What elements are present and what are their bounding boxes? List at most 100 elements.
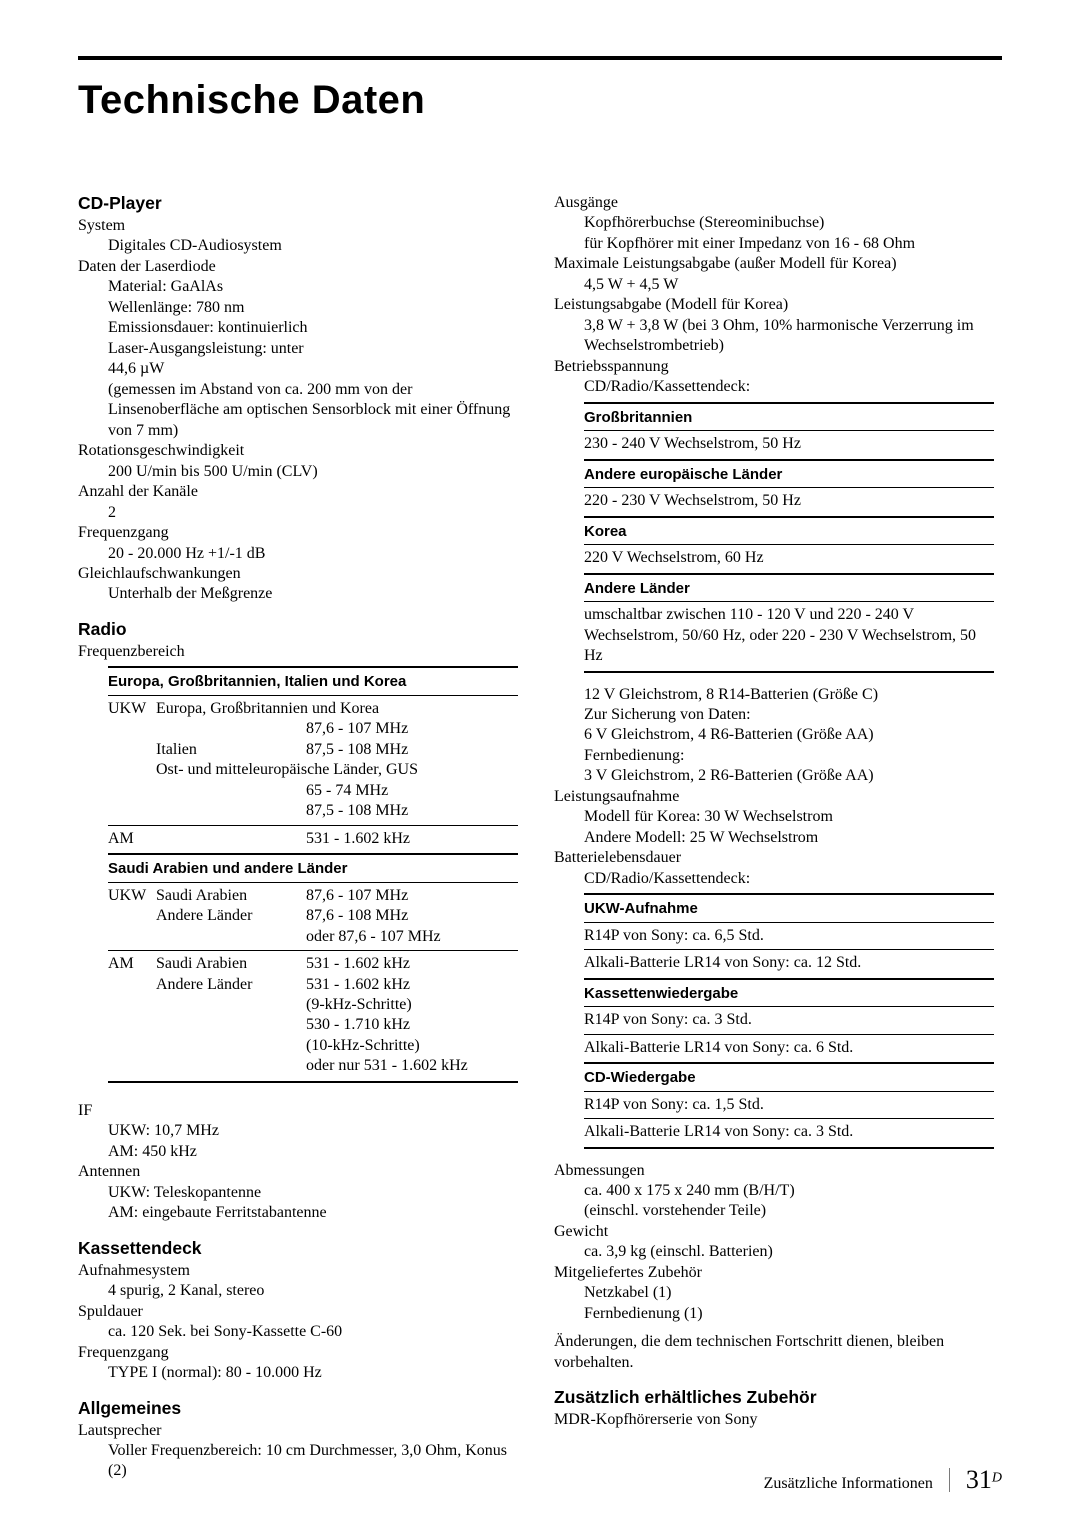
rule [584,516,994,518]
general-head: Allgemeines [78,1398,518,1419]
rule [108,950,518,951]
dimensions-2: (einschl. vorstehender Teile) [554,1201,994,1221]
footer-section: Zusätzliche Informationen [764,1475,933,1493]
freqrange-label: Frequenzbereich [78,642,518,662]
cd-play-head: CD-Wiedergabe [584,1068,994,1088]
table-row: Ost- und mitteleuropäische Länder, GUS [108,760,518,780]
rule [108,1081,518,1083]
cass-play-2: Alkali-Batterie LR14 von Sony: ca. 6 Std… [554,1038,994,1058]
accessories-1: Netzkabel (1) [554,1283,994,1303]
wowflutter-label: Gleichlaufschwankungen [78,564,518,584]
table-row: AM Saudi Arabien 531 - 1.602 kHz [108,954,518,974]
cass-play-head: Kassettenwiedergabe [584,984,994,1004]
rule [584,601,994,602]
range: 531 - 1.602 kHz [306,954,518,974]
table-row: Andere Länder 531 - 1.602 kHz [108,975,518,995]
antenna-ukw: UKW: Teleskopantenne [78,1183,518,1203]
freq-label: Frequenzgang [78,523,518,543]
range: 531 - 1.602 kHz [306,975,518,995]
optional-head: Zusätzlich erhältliches Zubehör [554,1387,994,1408]
radio-head: Radio [78,619,518,640]
weight-label: Gewicht [554,1222,994,1242]
ld-material: Material: GaAlAs [78,277,518,297]
cassette-head: Kassettendeck [78,1238,518,1259]
rule [584,544,994,545]
page-sup: D [992,1471,1002,1486]
channels-value: 2 [78,503,518,523]
weight-value: ca. 3,9 kg (einschl. Batterien) [554,1242,994,1262]
band: AM [108,829,156,849]
if-ukw: UKW: 10,7 MHz [78,1121,518,1141]
power-value: 3,8 W + 3,8 W (bei 3 Ohm, 10% harmonisch… [554,316,994,357]
accessories-2: Fernbedienung (1) [554,1304,994,1324]
rule [108,695,518,696]
ukw-rec-2: Alkali-Batterie LR14 von Sony: ca. 12 St… [554,953,994,973]
cass-play-1: R14P von Sony: ca. 3 Std. [554,1010,994,1030]
outputs-label: Ausgänge [554,193,994,213]
dc-5: 3 V Gleichstrom, 2 R6-Batterien (Größe A… [554,766,994,786]
spool-label: Spuldauer [78,1302,518,1322]
table-row: AM 531 - 1.602 kHz [108,829,518,849]
consumption-1: Modell für Korea: 30 W Wechselstrom [554,807,994,827]
range: 65 - 74 MHz [306,781,518,801]
table-row: Andere Länder 87,6 - 108 MHz [108,906,518,926]
rule [584,978,994,980]
europe-group-head: Europa, Großbritannien, Italien und Kore… [108,672,518,692]
saudi-group-head: Saudi Arabien und andere Länder [108,859,518,879]
region: Europa, Großbritannien und Korea [156,699,518,719]
band: UKW [108,886,156,906]
wowflutter-value: Unterhalb der Meßgrenze [78,584,518,604]
ld-output-label: Laser-Ausgangsleistung: unter [78,339,518,359]
band: UKW [108,699,156,719]
rule [584,1006,994,1007]
cd-play-1: R14P von Sony: ca. 1,5 Std. [554,1095,994,1115]
rule [584,1118,994,1119]
region: Andere Länder [156,906,306,926]
range: 87,5 - 108 MHz [306,801,518,821]
rule [584,671,994,673]
accessories-label: Mitgeliefertes Zubehör [554,1263,994,1283]
dimensions-label: Abmessungen [554,1161,994,1181]
outputs-2: für Kopfhörer mit einer Impedanz von 16 … [554,234,994,254]
consumption-label: Leistungsaufnahme [554,787,994,807]
speaker-value: Voller Frequenzbereich: 10 cm Durchmesse… [78,1441,518,1482]
rule [584,402,994,404]
table-row: 65 - 74 MHz [108,781,518,801]
range: 87,6 - 108 MHz [306,906,518,926]
voltage-sub: CD/Radio/Kassettendeck: [554,377,994,397]
system-label: System [78,216,518,236]
spool-value: ca. 120 Sek. bei Sony-Kassette C-60 [78,1322,518,1342]
maxpower-label: Maximale Leistungsabgabe (außer Modell f… [554,254,994,274]
range-note: (10-kHz-Schritte) [306,1036,518,1056]
range-note: (9-kHz-Schritte) [306,995,518,1015]
rule [584,1034,994,1035]
other-value: umschaltbar zwischen 110 - 120 V und 220… [554,605,994,666]
rule [584,893,994,895]
range: 87,5 - 108 MHz [306,740,518,760]
columns: CD-Player System Digitales CD-Audiosyste… [78,193,1002,1482]
change-note: Änderungen, die dem technischen Fortschr… [554,1332,994,1373]
range: 531 - 1.602 kHz [306,829,518,849]
rule [584,430,994,431]
table-row: (10-kHz-Schritte) [108,1036,518,1056]
cd-player-head: CD-Player [78,193,518,214]
page-number: 31 [966,1465,992,1494]
table-row: oder 87,6 - 107 MHz [108,927,518,947]
dc-4: Fernbedienung: [554,746,994,766]
rule [584,1062,994,1064]
maxpower-value: 4,5 W + 4,5 W [554,275,994,295]
rule [584,487,994,488]
if-label: IF [78,1101,518,1121]
recsys-label: Aufnahmesystem [78,1261,518,1281]
freq-value: 20 - 20.000 Hz +1/-1 dB [78,544,518,564]
kfreq-value: TYPE I (normal): 80 - 10.000 Hz [78,1363,518,1383]
voltage-label: Betriebsspannung [554,357,994,377]
rule [108,853,518,855]
ld-note: (gemessen im Abstand von ca. 200 mm von … [78,380,518,441]
range: oder 87,6 - 107 MHz [306,927,518,947]
cd-play-2: Alkali-Batterie LR14 von Sony: ca. 3 Std… [554,1122,994,1142]
battlife-label: Batterielebensdauer [554,848,994,868]
ld-output-value: 44,6 µW [78,359,518,379]
other-head: Andere Länder [584,579,994,599]
eu-value: 220 - 230 V Wechselstrom, 50 Hz [554,491,994,511]
